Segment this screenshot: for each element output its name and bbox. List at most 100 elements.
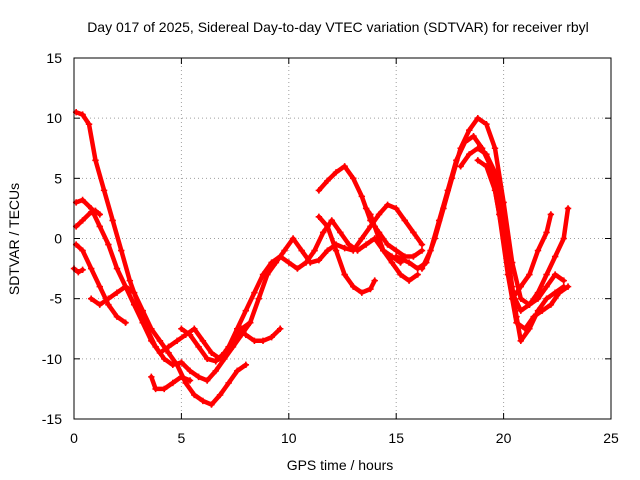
data-point-marker — [324, 223, 331, 230]
data-point-marker — [289, 235, 297, 242]
series-satellite-track-12 — [362, 205, 404, 266]
data-point-marker — [543, 295, 550, 302]
data-point-marker — [324, 177, 331, 184]
x-tick-label: 15 — [388, 430, 404, 446]
x-tick-label: 0 — [70, 430, 78, 446]
data-point-marker — [410, 229, 417, 236]
data-point-marker — [161, 385, 168, 393]
data-point-marker — [358, 235, 366, 242]
data-point-marker — [208, 349, 215, 357]
data-point-marker — [208, 401, 215, 408]
y-tick-label: -5 — [50, 291, 63, 307]
data-point-marker — [79, 217, 86, 224]
data-point-marker — [105, 301, 112, 308]
data-point-marker — [105, 241, 112, 248]
data-point-marker — [358, 289, 366, 296]
data-point-marker — [87, 295, 95, 302]
data-point-marker — [277, 325, 284, 332]
data-point-marker — [281, 247, 288, 254]
data-point-marker — [466, 127, 473, 134]
data-point-marker — [551, 289, 559, 296]
data-point-marker — [96, 301, 103, 308]
data-layer — [70, 108, 572, 408]
data-point-marker — [191, 325, 198, 332]
data-point-marker — [251, 289, 258, 296]
data-point-marker — [405, 259, 413, 266]
data-point-marker — [466, 151, 473, 158]
data-point-marker — [315, 187, 323, 194]
data-point-marker — [315, 213, 323, 221]
data-point-marker — [234, 367, 241, 375]
data-point-marker — [393, 205, 400, 212]
data-point-marker — [165, 349, 172, 357]
data-point-marker — [526, 301, 533, 308]
data-point-marker — [199, 397, 207, 405]
data-point-marker — [302, 259, 310, 266]
data-point-marker — [418, 247, 426, 254]
data-point-marker — [483, 151, 490, 158]
data-point-marker — [491, 169, 499, 176]
data-point-marker — [92, 157, 99, 164]
data-point-marker — [560, 283, 567, 290]
data-point-marker — [358, 193, 366, 200]
data-point-marker — [191, 391, 198, 399]
data-point-marker — [118, 247, 125, 254]
y-tick-label: -15 — [42, 411, 62, 427]
data-point-marker — [221, 349, 228, 357]
data-point-marker — [294, 265, 301, 272]
data-point-marker — [551, 253, 559, 260]
data-point-marker — [126, 277, 134, 284]
data-point-marker — [332, 247, 340, 254]
data-point-marker — [461, 139, 469, 146]
data-point-marker — [203, 377, 211, 384]
data-point-marker — [268, 259, 275, 266]
data-point-marker — [75, 268, 82, 276]
data-point-marker — [79, 266, 86, 273]
data-point-marker — [354, 247, 361, 254]
data-point-marker — [96, 211, 103, 218]
data-point-marker — [517, 337, 524, 344]
data-point-marker — [87, 265, 95, 272]
data-point-marker — [113, 289, 121, 296]
data-point-marker — [148, 337, 155, 344]
data-point-marker — [156, 349, 164, 357]
data-point-marker — [148, 325, 155, 332]
data-point-marker — [242, 361, 250, 369]
data-point-marker — [229, 337, 237, 344]
data-point-marker — [371, 277, 378, 284]
data-point-marker — [393, 247, 400, 254]
data-point-marker — [388, 259, 396, 266]
data-point-marker — [152, 385, 159, 393]
data-point-marker — [362, 205, 370, 212]
data-point-marker — [474, 145, 482, 152]
series-trace — [458, 146, 566, 344]
data-point-marker — [427, 247, 434, 254]
series-satellite-track-7 — [148, 373, 194, 393]
data-point-marker — [113, 265, 121, 272]
data-point-marker — [148, 373, 155, 381]
data-point-marker — [311, 247, 318, 254]
data-point-marker — [534, 247, 542, 254]
data-point-marker — [444, 187, 451, 194]
x-tick-label: 5 — [178, 430, 186, 446]
tick-labels: 0 5 10 15 20 25 -15 -10 -5 0 5 10 15 — [42, 50, 619, 446]
data-point-marker — [105, 295, 112, 302]
data-point-marker — [491, 187, 499, 194]
data-point-marker — [337, 229, 344, 236]
data-point-marker — [543, 283, 550, 290]
data-point-marker — [259, 271, 267, 278]
data-point-marker — [517, 307, 524, 314]
series-trace — [73, 242, 128, 325]
data-point-marker — [161, 355, 168, 363]
data-point-marker — [367, 211, 374, 218]
data-point-marker — [457, 163, 464, 170]
data-point-marker — [483, 163, 490, 170]
data-point-marker — [186, 377, 194, 384]
y-tick-label: 10 — [46, 110, 62, 126]
data-point-marker — [100, 187, 108, 194]
data-point-marker — [410, 253, 417, 260]
data-point-marker — [341, 163, 348, 170]
data-point-marker — [345, 241, 353, 248]
data-point-marker — [414, 271, 421, 278]
